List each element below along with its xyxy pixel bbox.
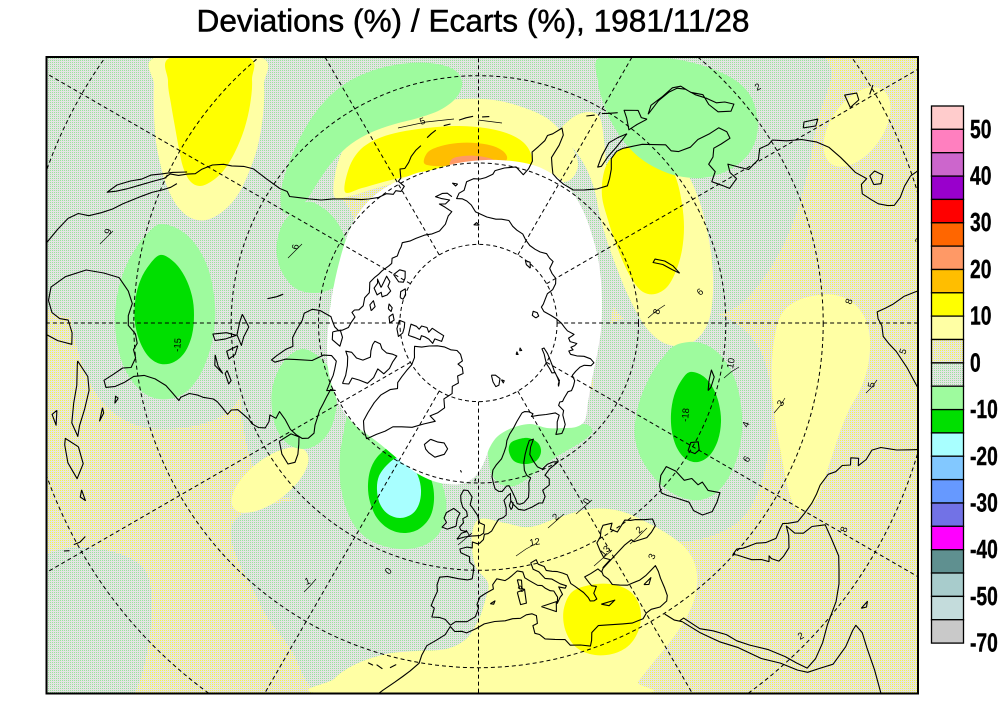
svg-text:12: 12 — [529, 536, 541, 549]
svg-text:-30: -30 — [970, 488, 998, 518]
svg-text:30: 30 — [970, 207, 991, 237]
svg-text:2: 2 — [634, 524, 645, 536]
svg-text:Deviations (%) / Ecarts (%), 1: Deviations (%) / Ecarts (%), 1981/11/28 — [197, 3, 750, 39]
svg-text:9: 9 — [102, 227, 114, 236]
svg-text:10: 10 — [970, 301, 991, 331]
svg-text:6: 6 — [290, 243, 302, 250]
svg-text:-50: -50 — [970, 581, 998, 611]
svg-text:0: 0 — [970, 348, 981, 378]
svg-text:6: 6 — [741, 454, 753, 464]
svg-text:5: 5 — [866, 381, 878, 388]
svg-text:20: 20 — [970, 254, 991, 284]
svg-text:2: 2 — [753, 81, 763, 93]
svg-text:-18: -18 — [680, 408, 692, 423]
svg-text:-15: -15 — [172, 338, 184, 353]
svg-text:3: 3 — [775, 398, 787, 408]
svg-text:4: 4 — [740, 420, 752, 429]
svg-text:0: 0 — [383, 566, 395, 577]
svg-text:50: 50 — [970, 114, 991, 144]
svg-text:1: 1 — [463, 527, 473, 539]
svg-text:-70: -70 — [970, 628, 998, 658]
svg-text:3: 3 — [646, 552, 658, 561]
svg-text:3: 3 — [913, 236, 925, 246]
svg-text:-20: -20 — [970, 441, 998, 471]
svg-text:2: 2 — [550, 512, 562, 524]
svg-text:-40: -40 — [970, 534, 998, 564]
svg-text:40: 40 — [970, 161, 991, 191]
svg-text:5: 5 — [897, 347, 909, 356]
svg-text:6: 6 — [695, 286, 706, 298]
svg-text:0: 0 — [581, 496, 593, 506]
svg-text:-10: -10 — [970, 394, 998, 424]
svg-text:8: 8 — [843, 297, 855, 306]
svg-text:3: 3 — [516, 583, 527, 595]
svg-text:10: 10 — [725, 357, 738, 369]
svg-text:5: 5 — [418, 116, 427, 128]
svg-text:1: 1 — [303, 576, 312, 588]
svg-text:8: 8 — [651, 308, 663, 316]
svg-text:2: 2 — [796, 630, 806, 642]
svg-text:8: 8 — [838, 525, 850, 534]
